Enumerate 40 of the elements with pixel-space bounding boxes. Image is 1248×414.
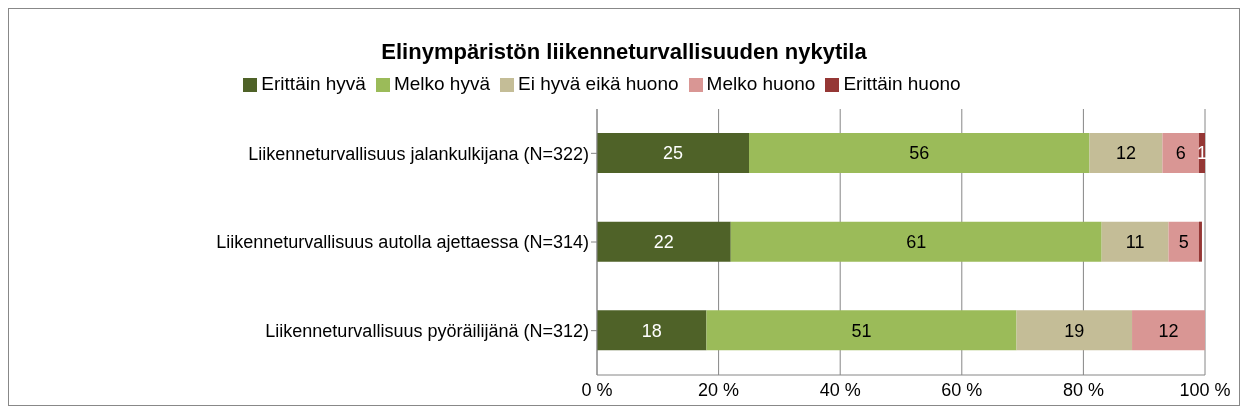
data-label: 19: [1064, 320, 1085, 341]
data-label: 5: [1178, 231, 1189, 252]
x-tick-label: 20 %: [698, 379, 740, 400]
data-label: 18: [641, 320, 662, 341]
data-label: 22: [653, 231, 674, 252]
legend-label: Erittäin hyvä: [261, 73, 366, 94]
legend-label: Melko huono: [706, 73, 816, 94]
legend-label: Erittäin huono: [843, 73, 961, 94]
bar: [1198, 221, 1202, 262]
bar: [1101, 221, 1169, 262]
legend-label: Ei hyvä eikä huono: [518, 73, 679, 94]
bar: [749, 133, 1090, 173]
y-tick-label: Liikenneturvallisuus autolla ajettaessa (N=314): [216, 232, 589, 253]
data-label: 51: [851, 320, 872, 341]
bar: [1016, 310, 1133, 351]
bar: [597, 133, 749, 173]
data-label: 12: [1158, 320, 1179, 341]
bar: [597, 221, 731, 262]
x-tick-label: 80 %: [1062, 379, 1104, 400]
bar: [1162, 133, 1199, 173]
bar: [1132, 310, 1205, 351]
chart-title: Elinympäristön liikenneturvallisuuden nykytila: [380, 38, 868, 66]
x-tick-label: 0 %: [581, 379, 613, 400]
data-label: 12: [1115, 143, 1136, 164]
legend-label: Melko hyvä: [393, 73, 491, 94]
x-tick-label: 40 %: [819, 379, 861, 400]
y-tick-label: Liikenneturvallisuus jalankulkijana (N=322): [248, 143, 589, 164]
data-label: 56: [909, 143, 930, 164]
bar: [597, 310, 707, 351]
bar: [1089, 133, 1163, 173]
y-tick-label: Liikenneturvallisuus pyöräilijänä (N=312): [265, 321, 589, 342]
x-tick-label: 100 %: [1179, 379, 1231, 400]
bar: [706, 310, 1017, 351]
data-label: 6: [1175, 143, 1186, 164]
bar: [1168, 221, 1199, 262]
x-tick-label: 60 %: [941, 379, 983, 400]
data-label: 61: [906, 231, 927, 252]
data-label: 25: [662, 143, 684, 164]
data-label: 11: [1125, 231, 1145, 252]
bar: [730, 221, 1102, 262]
